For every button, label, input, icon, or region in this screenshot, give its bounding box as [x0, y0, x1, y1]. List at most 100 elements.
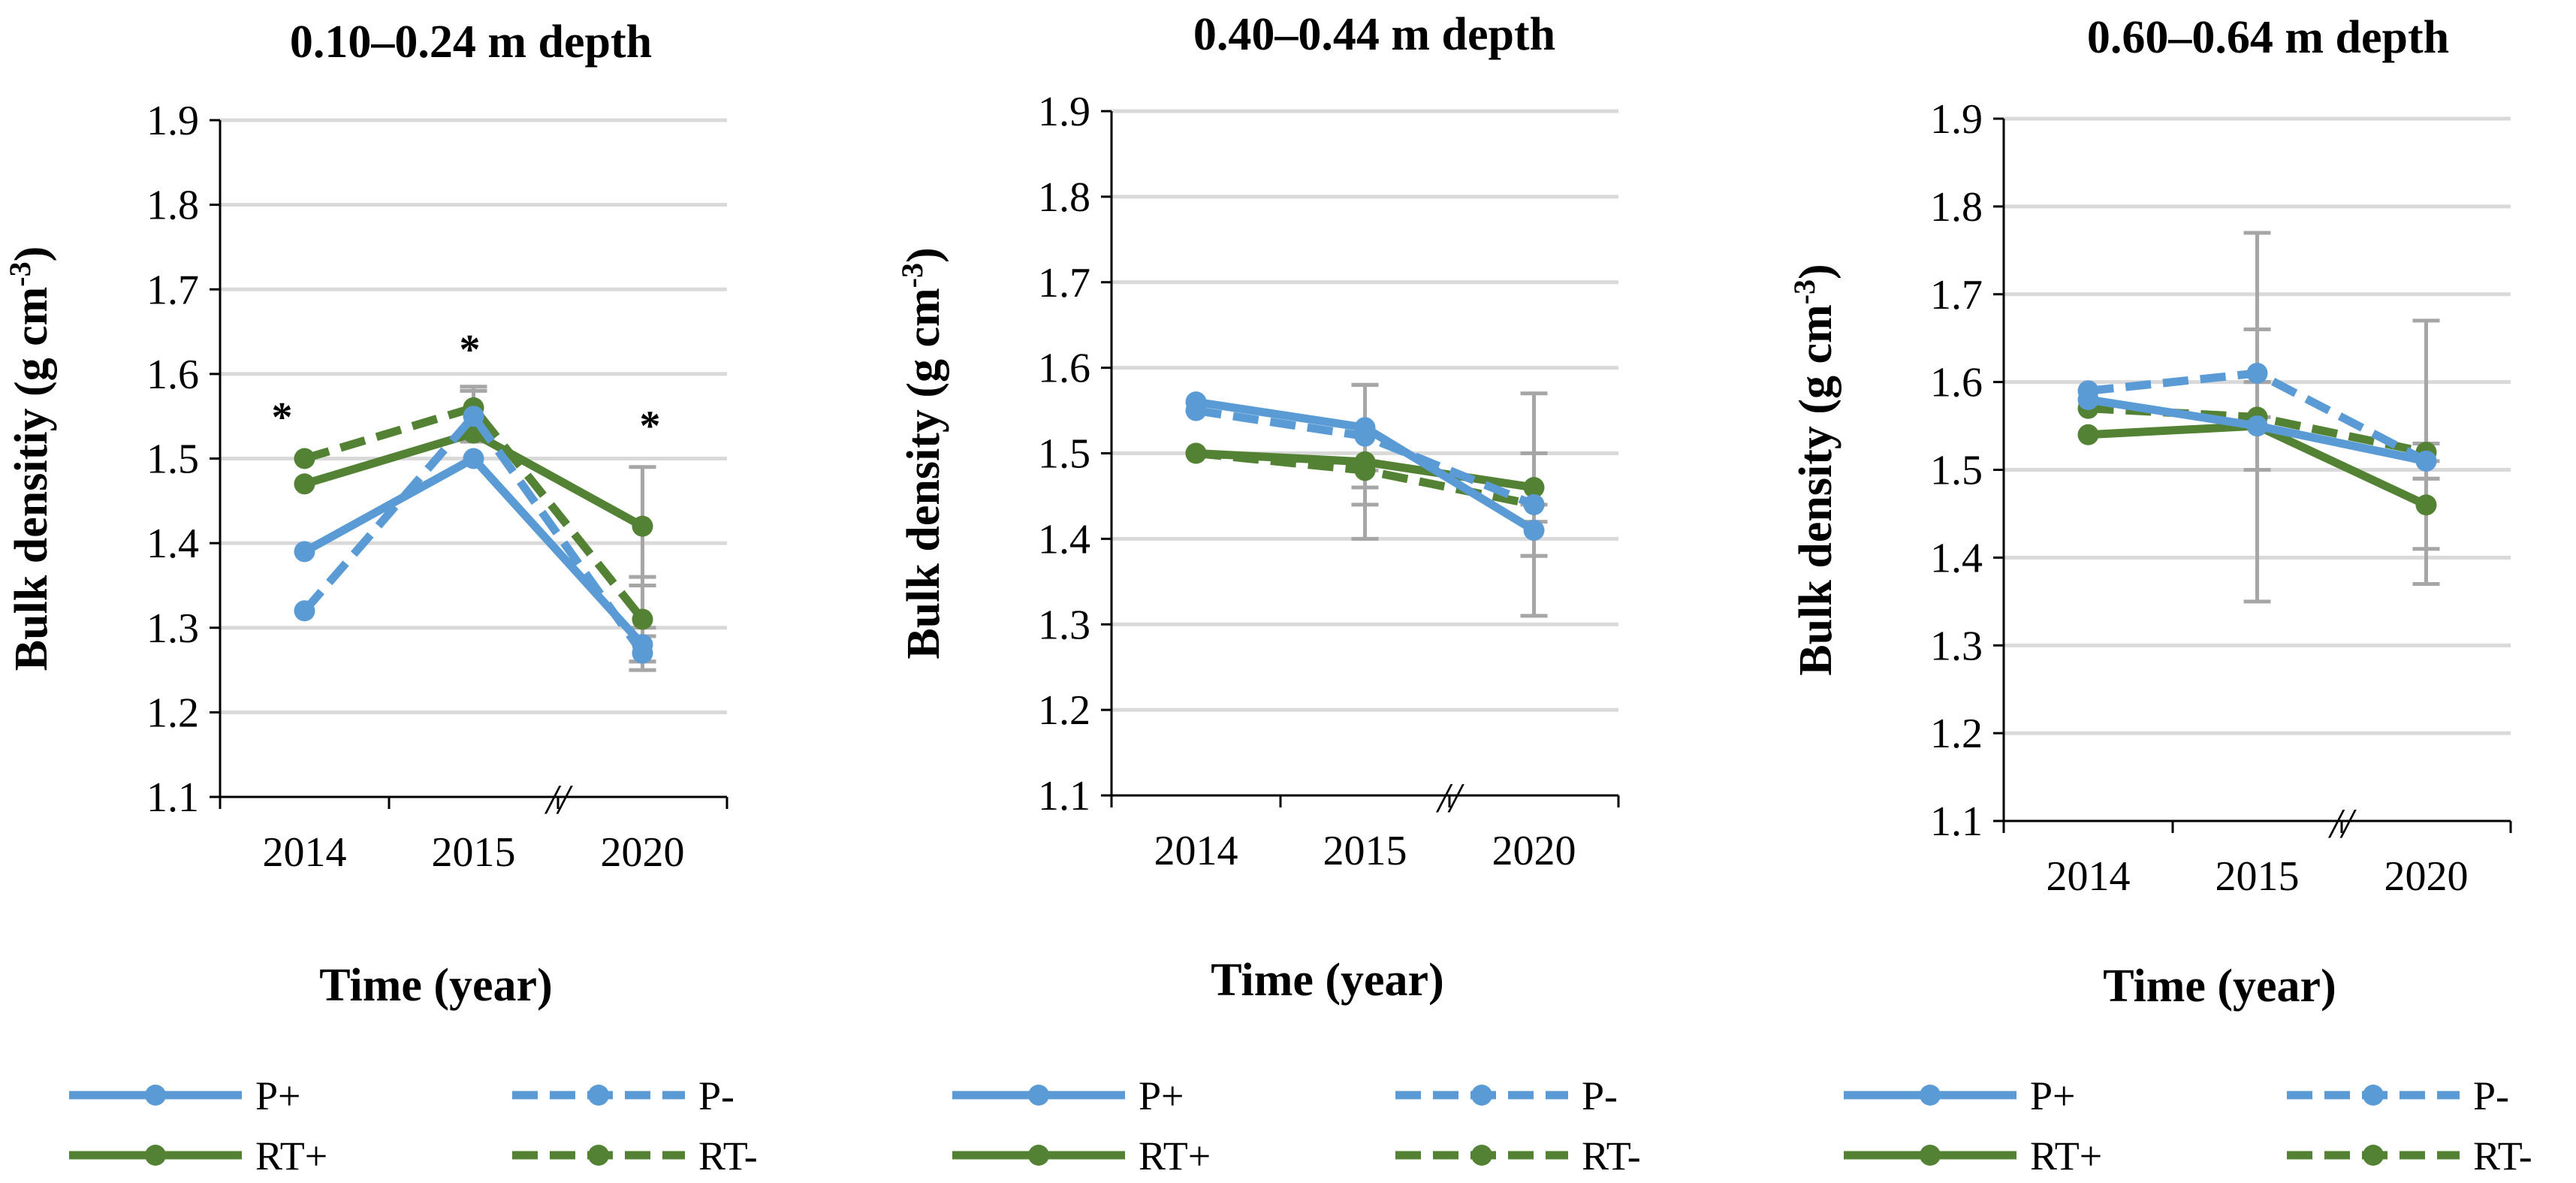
y-tick-label: 1.6	[146, 352, 199, 398]
data-point-Pminus	[1523, 493, 1545, 515]
legend-swatch-marker	[145, 1085, 166, 1106]
y-tick-label: 1.4	[1038, 516, 1090, 563]
x-tick-label: 2014	[263, 829, 347, 876]
y-tick-label: 1.8	[146, 183, 199, 229]
x-axis-title: Time (year)	[1211, 955, 1443, 1006]
data-point-RTplus	[2077, 424, 2099, 445]
x-tick-label: 2020	[2384, 853, 2469, 900]
x-tick-label: 2014	[1154, 828, 1238, 874]
y-tick-label: 1.2	[146, 690, 199, 736]
y-tick-label: 1.9	[1930, 96, 1983, 143]
y-axis-title-main: Bulk densitiy (g cm	[6, 287, 57, 671]
legend-label: RT-	[698, 1133, 758, 1178]
legend-label: P+	[1139, 1073, 1184, 1118]
y-axis-title: Bulk density (g cm-3)	[895, 247, 949, 659]
data-point-Pplus	[1523, 519, 1545, 541]
significance-marker: *	[640, 403, 661, 449]
data-point-Pminus	[463, 406, 484, 427]
data-point-RTplus	[2415, 494, 2437, 516]
y-tick-label: 1.7	[1038, 260, 1090, 306]
legend-label: RT+	[255, 1133, 327, 1178]
data-point-Pminus	[2246, 362, 2268, 384]
data-point-Pminus	[294, 600, 315, 622]
x-tick-label: 2015	[432, 829, 516, 876]
data-point-Pminus	[1354, 425, 1376, 447]
y-tick-label: 1.8	[1930, 184, 1983, 231]
chart-panel-2: 1.1 1.2 1.3 1.4 1.5 1.6 1.7 1.8 1.9 // 2014 2015 202…	[895, 9, 1641, 1178]
legend: P+ P- RT+ RT-	[952, 1073, 1641, 1178]
chart-panel-1: 1.1 1.2 1.3 1.4 1.5 1.6 1.7 1.8 1.9 // 2014 2015 202…	[3, 17, 758, 1178]
chart-title: 0.10–0.24 m depth	[290, 17, 652, 68]
legend-label: RT+	[2030, 1133, 2102, 1178]
series-line-RTminus	[303, 403, 646, 622]
data-point-Pminus	[632, 642, 653, 664]
legend: P+ P- RT+ RT-	[1844, 1073, 2532, 1178]
legend-label: P+	[255, 1073, 301, 1118]
y-tick-label: 1.3	[1038, 602, 1090, 648]
legend-swatch-marker	[1920, 1145, 1941, 1166]
data-point-RTplus	[294, 473, 315, 495]
legend-swatch-marker	[588, 1085, 609, 1106]
y-tick-label: 1.4	[1930, 535, 1983, 581]
y-tick-label: 1.6	[1038, 346, 1090, 392]
y-tick-label: 1.7	[146, 267, 199, 313]
data-point-Pplus	[2246, 415, 2268, 437]
legend-swatch-marker	[1920, 1085, 1941, 1106]
legend-swatch-marker	[1471, 1145, 1492, 1166]
legend-label: P-	[2473, 1073, 2509, 1118]
y-tick-label: 1.6	[1930, 360, 1983, 406]
y-tick-label: 1.7	[1930, 272, 1983, 318]
legend-label: RT+	[1139, 1133, 1211, 1178]
y-tick-label: 1.9	[1038, 89, 1090, 135]
data-point-RTminus	[294, 448, 315, 469]
y-axis-title-close: )	[6, 246, 57, 262]
legend-label: RT-	[1582, 1133, 1641, 1178]
y-axis-title-main: Bulk density (g cm	[898, 288, 949, 659]
y-axis-title-superscript: -3	[3, 261, 37, 286]
legend-swatch-marker	[145, 1145, 166, 1166]
chart-panel-3: 1.1 1.2 1.3 1.4 1.5 1.6 1.7 1.8 1.9 // 2014 2015 202…	[1787, 12, 2532, 1178]
legend-swatch-marker	[588, 1145, 609, 1166]
axis-break-marker: //	[2327, 801, 2357, 847]
y-tick-label: 1.2	[1038, 687, 1090, 734]
legend-swatch-marker	[1028, 1145, 1049, 1166]
x-axis-title: Time (year)	[2103, 961, 2336, 1012]
legend-swatch-marker	[2363, 1085, 2384, 1106]
legend-label: P-	[1582, 1073, 1618, 1118]
chart-title: 0.40–0.44 m depth	[1193, 9, 1555, 60]
x-tick-label: 2014	[2047, 853, 2131, 900]
significance-marker: *	[272, 394, 293, 441]
y-axis-title-main: Bulk density (g cm	[1790, 304, 1842, 675]
legend-swatch-marker	[1471, 1085, 1492, 1106]
y-tick-label: 1.5	[146, 436, 199, 483]
y-tick-label: 1.3	[1930, 623, 1983, 669]
legend: P+ P- RT+ RT-	[69, 1073, 758, 1178]
significance-marker: *	[460, 327, 481, 373]
legend-swatch-marker	[1028, 1085, 1049, 1106]
y-tick-label: 1.4	[146, 521, 199, 567]
legend-swatch-marker	[2363, 1145, 2384, 1166]
y-axis-title: Bulk densitiy (g cm-3)	[3, 246, 57, 671]
data-point-Pminus	[2077, 380, 2099, 402]
y-axis-title-close: )	[898, 247, 949, 263]
y-tick-label: 1.2	[1930, 711, 1983, 757]
y-tick-label: 1.1	[1930, 798, 1983, 845]
y-tick-label: 1.5	[1930, 448, 1983, 494]
y-tick-label: 1.9	[146, 98, 199, 144]
y-tick-label: 1.5	[1038, 431, 1090, 478]
x-tick-label: 2015	[2216, 853, 2300, 900]
axis-break-marker: //	[1435, 775, 1464, 822]
data-point-Pplus	[294, 541, 315, 563]
data-point-RTplus	[1523, 477, 1545, 499]
legend-label: P-	[698, 1073, 734, 1118]
x-axis-title: Time (year)	[319, 960, 552, 1011]
data-point-RTplus	[632, 515, 653, 537]
x-tick-label: 2020	[601, 829, 685, 876]
legend-label: P+	[2030, 1073, 2076, 1118]
data-point-RTminus	[632, 608, 653, 630]
data-point-RTminus	[1354, 460, 1376, 481]
y-axis-title-superscript: -3	[895, 263, 929, 288]
y-axis-title-close: )	[1790, 264, 1842, 279]
series-line-Pminus	[301, 412, 646, 656]
